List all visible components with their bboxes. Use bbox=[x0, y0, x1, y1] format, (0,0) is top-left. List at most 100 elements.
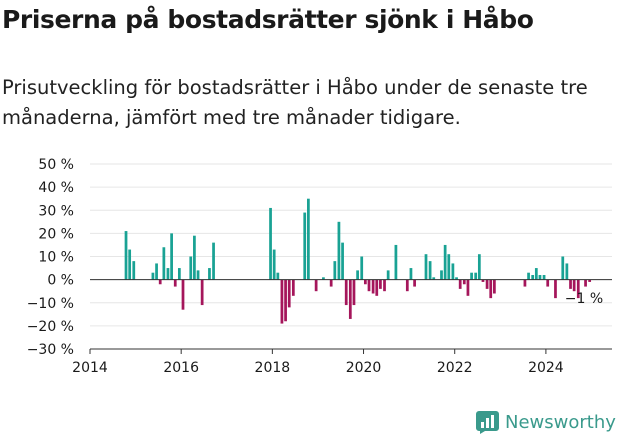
bar-positive bbox=[409, 268, 413, 280]
bar-positive bbox=[162, 247, 166, 280]
bar-negative bbox=[576, 279, 580, 299]
y-tick-label: −10 % bbox=[27, 296, 74, 312]
bar-positive bbox=[443, 244, 447, 280]
bar-negative bbox=[569, 279, 572, 289]
bar-positive bbox=[542, 275, 546, 280]
y-tick-label: 20 % bbox=[38, 226, 74, 242]
bar-positive bbox=[303, 212, 307, 280]
bar-negative bbox=[458, 279, 462, 289]
bar-positive bbox=[477, 254, 481, 280]
bar-positive bbox=[360, 256, 364, 280]
last-value-label: −1 % bbox=[565, 291, 603, 307]
chart-title: Priserna på bostadsrätter sjönk i Håbo bbox=[2, 5, 534, 34]
footer-branding: Newsworthy bbox=[476, 408, 616, 436]
bar-negative bbox=[158, 279, 162, 285]
bar-positive bbox=[128, 249, 132, 280]
x-tick-label: 2020 bbox=[346, 360, 382, 376]
bar-positive bbox=[386, 270, 390, 280]
bar-positive bbox=[155, 263, 158, 280]
bar-positive bbox=[394, 244, 398, 280]
bar-positive bbox=[272, 249, 276, 280]
bar-positive bbox=[276, 272, 280, 280]
bar-positive bbox=[440, 270, 443, 280]
bar-positive bbox=[193, 235, 196, 280]
bar-negative bbox=[348, 279, 352, 319]
bar-positive bbox=[322, 277, 325, 280]
bar-negative bbox=[344, 279, 348, 306]
bar-negative bbox=[200, 279, 204, 306]
bar-negative bbox=[493, 279, 496, 294]
y-tick-label: −30 % bbox=[27, 342, 74, 358]
bar-positive bbox=[447, 254, 451, 280]
bar-positive bbox=[341, 242, 344, 280]
bar-negative bbox=[379, 279, 382, 289]
bar-negative bbox=[363, 279, 367, 285]
x-tick-label: 2024 bbox=[528, 360, 564, 376]
newsworthy-logo-icon bbox=[476, 410, 499, 434]
bar-positive bbox=[124, 231, 128, 280]
bar-negative bbox=[554, 279, 557, 299]
chart-subtitle: Prisutveckling för bostadsrätter i Håbo … bbox=[2, 76, 588, 129]
bar-positive bbox=[196, 270, 200, 280]
bar-negative bbox=[367, 279, 371, 292]
bar-negative bbox=[291, 279, 295, 296]
bar-chart: 50 % 40 % 30 % 20 % 10 % 0 % −10 % −20 % −30 % 2… bbox=[27, 157, 612, 376]
bar-negative bbox=[314, 279, 318, 292]
bar-negative bbox=[489, 279, 493, 299]
bar-positive bbox=[531, 275, 535, 280]
bar-positive bbox=[432, 277, 436, 280]
bar-negative bbox=[462, 279, 466, 285]
bar-positive bbox=[208, 268, 211, 280]
bar-positive bbox=[166, 268, 170, 280]
bar-negative bbox=[481, 279, 485, 282]
bar-positive bbox=[307, 198, 310, 280]
bar-negative bbox=[523, 279, 527, 287]
bar-negative bbox=[413, 279, 416, 287]
bar-negative bbox=[405, 279, 409, 292]
bar-negative bbox=[287, 279, 291, 308]
bars bbox=[124, 198, 592, 324]
bar-negative bbox=[546, 279, 550, 287]
bar-positive bbox=[189, 256, 193, 280]
bar-positive bbox=[170, 233, 173, 280]
bar-positive bbox=[455, 277, 458, 280]
bar-positive bbox=[212, 242, 215, 280]
bar-positive bbox=[474, 272, 478, 280]
y-tick-label: 10 % bbox=[38, 250, 74, 266]
bar-negative bbox=[588, 279, 592, 282]
y-tick-label: 40 % bbox=[38, 180, 74, 196]
bar-positive bbox=[470, 272, 473, 280]
gridlines bbox=[90, 163, 612, 350]
bar-positive bbox=[538, 275, 542, 280]
bar-negative bbox=[584, 279, 587, 287]
bar-positive bbox=[428, 261, 432, 280]
bar-positive bbox=[565, 263, 569, 280]
bar-positive bbox=[451, 263, 455, 280]
x-tick-label: 2016 bbox=[163, 360, 199, 376]
bar-negative bbox=[284, 279, 287, 322]
bar-positive bbox=[527, 272, 530, 280]
bar-positive bbox=[269, 207, 272, 280]
y-tick-label: −20 % bbox=[27, 319, 74, 335]
y-tick-label: 50 % bbox=[38, 157, 74, 173]
bar-positive bbox=[151, 272, 155, 280]
y-tick-label: 30 % bbox=[38, 203, 74, 219]
bar-positive bbox=[132, 261, 136, 280]
bar-negative bbox=[485, 279, 489, 289]
bar-positive bbox=[561, 256, 565, 280]
bar-negative bbox=[375, 279, 379, 296]
y-tick-label: 0 % bbox=[47, 273, 74, 289]
x-tick-label: 2022 bbox=[437, 360, 473, 376]
brand-name: Newsworthy bbox=[505, 411, 616, 433]
bar-positive bbox=[356, 270, 359, 280]
bar-positive bbox=[424, 254, 428, 280]
bar-positive bbox=[534, 268, 538, 280]
bar-negative bbox=[329, 279, 333, 287]
x-tick-label: 2018 bbox=[255, 360, 291, 376]
bar-negative bbox=[173, 279, 177, 287]
x-axis-labels: 2014 2016 2018 2020 2022 2024 bbox=[72, 349, 564, 376]
bar-negative bbox=[383, 279, 386, 292]
bar-negative bbox=[572, 279, 576, 292]
y-axis-labels: 50 % 40 % 30 % 20 % 10 % 0 % −10 % −20 % −30 % bbox=[27, 157, 74, 358]
bar-positive bbox=[333, 261, 337, 280]
